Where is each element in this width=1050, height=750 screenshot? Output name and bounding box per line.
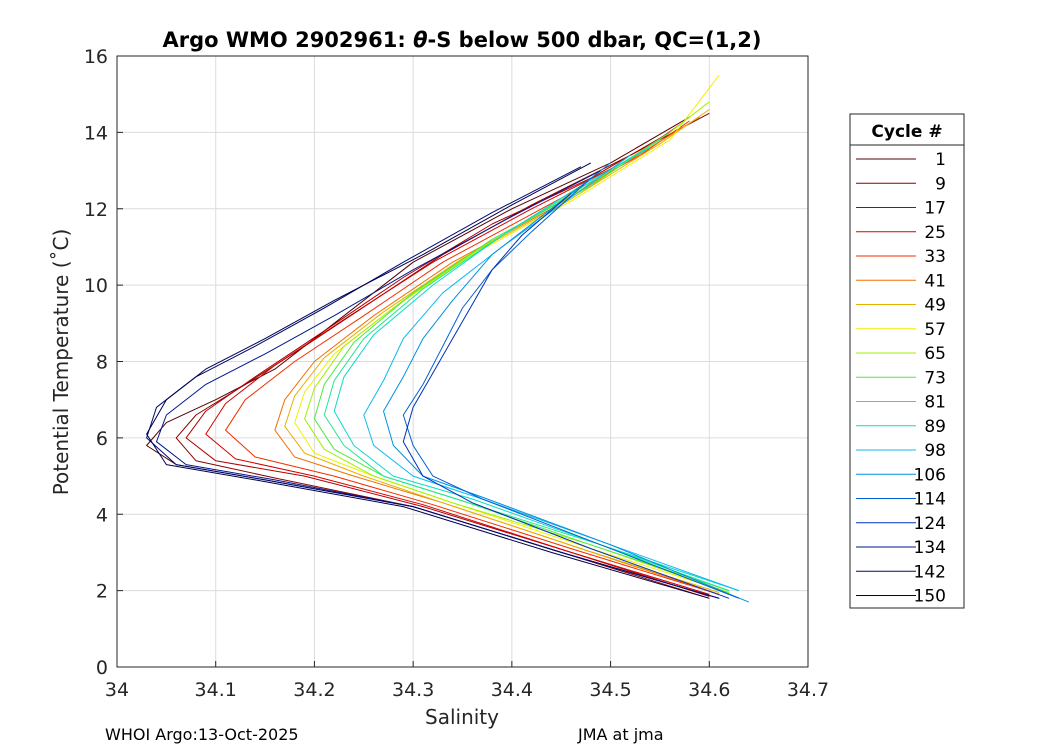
legend-label: 41 — [924, 271, 946, 291]
legend-label: 25 — [924, 223, 946, 243]
series-line-cycle-25 — [205, 124, 710, 595]
legend-label: 114 — [914, 490, 946, 510]
legend-label: 124 — [914, 514, 946, 534]
y-tick-label: 8 — [96, 352, 108, 374]
legend-label: 9 — [935, 174, 946, 194]
series-line-cycle-124 — [402, 193, 730, 599]
y-tick-label: 2 — [96, 581, 108, 603]
y-tick-label: 16 — [84, 46, 108, 68]
series-line-cycle-17 — [185, 131, 710, 597]
series-lines — [146, 74, 749, 603]
legend-title: Cycle # — [871, 122, 942, 142]
series-line-cycle-142 — [146, 166, 720, 599]
y-tick-label: 6 — [96, 428, 108, 450]
x-tick-label: 34 — [105, 679, 129, 701]
series-line-cycle-106 — [383, 162, 749, 603]
series-line-cycle-150 — [146, 162, 710, 599]
legend-label: 73 — [924, 368, 946, 388]
y-tick-label: 0 — [96, 657, 108, 679]
y-axis: 0 2 4 6 8 10 12 14 16 — [84, 46, 123, 679]
y-tick-label: 14 — [84, 122, 108, 144]
footer-source: WHOI Argo:13-Oct-2025 — [105, 725, 299, 744]
legend-label: 33 — [924, 247, 946, 267]
x-tick-label: 34.6 — [688, 679, 730, 701]
legend-label: 98 — [924, 441, 946, 461]
legend: Cycle # 1 9 17 25 33 41 49 57 65 73 81 89 98 106 114 12… — [849, 113, 965, 609]
legend-label: 142 — [914, 562, 946, 582]
footer-attribution: JMA at jma — [578, 725, 664, 744]
x-axis: 34 34.1 34.2 34.3 34.4 34.5 34.6 34.7 — [105, 661, 829, 701]
legend-label: 89 — [924, 417, 946, 437]
y-tick-label: 10 — [84, 275, 108, 297]
x-tick-label: 34.7 — [787, 679, 829, 701]
legend-label: 57 — [924, 320, 946, 340]
x-axis-label: Salinity — [425, 705, 499, 729]
series-line-cycle-33 — [225, 120, 720, 595]
legend-label: 81 — [924, 393, 946, 413]
x-tick-label: 34.4 — [491, 679, 533, 701]
y-tick-label: 12 — [84, 199, 108, 221]
series-line-cycle-114 — [402, 177, 740, 599]
legend-label: 134 — [914, 538, 946, 558]
legend-label: 65 — [924, 344, 946, 364]
x-tick-label: 34.1 — [195, 679, 237, 701]
x-tick-label: 34.2 — [293, 679, 335, 701]
y-tick-label: 4 — [96, 504, 108, 526]
y-axis-label: Potential Temperature (˚C) — [49, 229, 73, 496]
x-tick-label: 34.5 — [589, 679, 631, 701]
legend-label: 106 — [914, 465, 946, 485]
x-tick-label: 34.3 — [392, 679, 434, 701]
legend-label: 150 — [914, 587, 946, 607]
legend-label: 1 — [935, 150, 946, 170]
legend-label: 49 — [924, 296, 946, 316]
legend-box — [849, 113, 965, 609]
legend-label: 17 — [924, 199, 946, 219]
series-line-cycle-89 — [333, 147, 740, 592]
chart-title: Argo WMO 2902961: θ-S below 500 dbar, QC… — [162, 28, 761, 52]
